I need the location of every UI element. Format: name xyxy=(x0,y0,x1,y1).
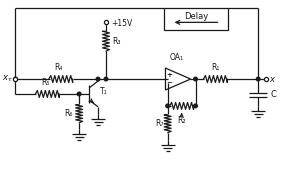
Text: R₇: R₇ xyxy=(156,119,164,128)
Text: Delay: Delay xyxy=(184,12,208,21)
Text: +: + xyxy=(166,72,172,78)
Text: C: C xyxy=(270,90,276,100)
Text: R₂: R₂ xyxy=(177,116,186,125)
Text: R₄: R₄ xyxy=(55,63,63,72)
Text: R₃: R₃ xyxy=(112,37,121,46)
Circle shape xyxy=(256,77,260,81)
Text: T₁: T₁ xyxy=(100,88,108,96)
Text: R₅: R₅ xyxy=(41,78,49,87)
Bar xyxy=(164,8,228,30)
Circle shape xyxy=(104,77,108,81)
Text: +15V: +15V xyxy=(111,19,132,28)
Circle shape xyxy=(166,104,169,108)
Text: −: − xyxy=(166,80,172,86)
Circle shape xyxy=(14,77,17,81)
Text: x: x xyxy=(269,74,274,84)
Circle shape xyxy=(96,77,100,81)
Text: R₆: R₆ xyxy=(64,109,73,118)
Circle shape xyxy=(194,104,197,108)
Circle shape xyxy=(194,77,197,81)
Circle shape xyxy=(77,92,81,96)
Text: R₁: R₁ xyxy=(211,63,220,72)
Text: OA₁: OA₁ xyxy=(170,53,184,62)
Text: $x_\tau$: $x_\tau$ xyxy=(2,74,12,84)
